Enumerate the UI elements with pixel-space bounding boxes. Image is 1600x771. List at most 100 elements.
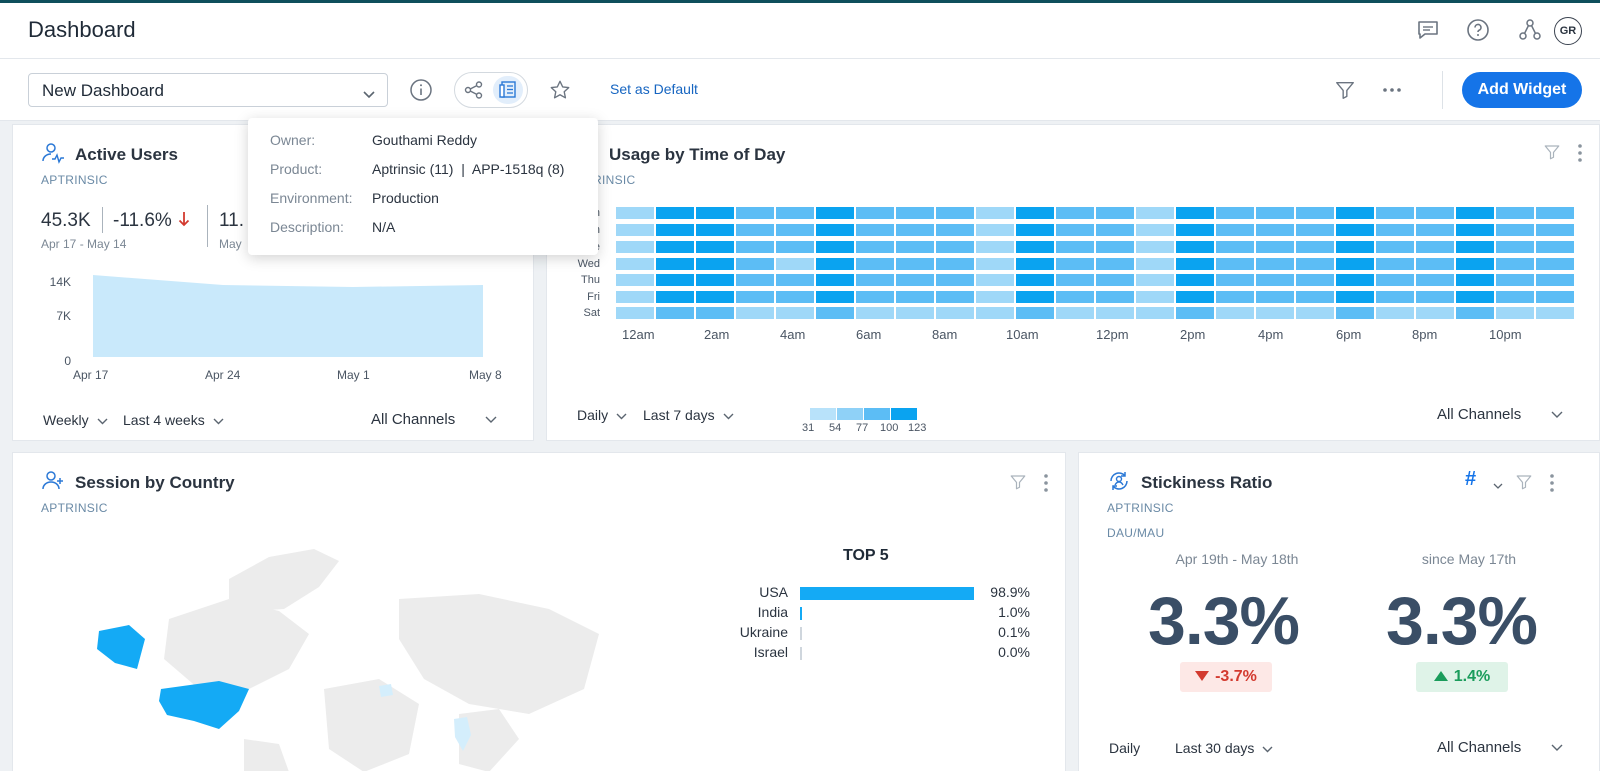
heatmap-cell[interactable]: [616, 291, 654, 303]
heatmap-cell[interactable]: [1456, 291, 1494, 303]
heatmap-cell[interactable]: [896, 207, 934, 219]
heatmap-cell[interactable]: [1536, 241, 1574, 253]
heatmap-cell[interactable]: [736, 291, 774, 303]
heatmap-cell[interactable]: [856, 291, 894, 303]
heatmap-cell[interactable]: [1496, 258, 1534, 270]
heatmap-cell[interactable]: [1456, 307, 1494, 319]
heatmap-cell[interactable]: [1456, 241, 1494, 253]
heatmap-cell[interactable]: [1176, 241, 1214, 253]
heatmap-cell[interactable]: [1136, 258, 1174, 270]
heatmap-cell[interactable]: [1096, 258, 1134, 270]
heatmap-cell[interactable]: [1056, 207, 1094, 219]
heatmap-cell[interactable]: [1536, 258, 1574, 270]
heatmap-cell[interactable]: [1296, 307, 1334, 319]
heatmap-cell[interactable]: [696, 274, 734, 286]
heatmap-cell[interactable]: [616, 224, 654, 236]
heatmap-cell[interactable]: [816, 258, 854, 270]
heatmap-cell[interactable]: [736, 307, 774, 319]
heatmap-cell[interactable]: [1096, 207, 1134, 219]
heatmap-cell[interactable]: [816, 307, 854, 319]
heatmap-cell[interactable]: [1216, 224, 1254, 236]
heatmap-cell[interactable]: [776, 258, 814, 270]
heatmap-cell[interactable]: [736, 258, 774, 270]
heatmap-cell[interactable]: [696, 258, 734, 270]
heatmap-cell[interactable]: [1456, 207, 1494, 219]
heatmap-cell[interactable]: [1216, 274, 1254, 286]
heatmap-cell[interactable]: [856, 207, 894, 219]
heatmap-cell[interactable]: [1456, 258, 1494, 270]
heatmap-cell[interactable]: [1376, 307, 1414, 319]
filter-icon[interactable]: [1515, 473, 1533, 496]
heatmap-cell[interactable]: [816, 291, 854, 303]
heatmap-cell[interactable]: [656, 291, 694, 303]
heatmap-cell[interactable]: [1496, 207, 1534, 219]
more-vertical-icon[interactable]: [1577, 143, 1583, 168]
heatmap-cell[interactable]: [736, 241, 774, 253]
heatmap-cell[interactable]: [1456, 224, 1494, 236]
heatmap-cell[interactable]: [896, 274, 934, 286]
heatmap-cell[interactable]: [696, 207, 734, 219]
heatmap-cell[interactable]: [1176, 274, 1214, 286]
heatmap-cell[interactable]: [1376, 274, 1414, 286]
heatmap-cell[interactable]: [1416, 291, 1454, 303]
more-icon[interactable]: [1377, 75, 1407, 105]
heatmap-cell[interactable]: [856, 274, 894, 286]
heatmap-cell[interactable]: [696, 307, 734, 319]
heatmap-cell[interactable]: [1056, 291, 1094, 303]
report-icon[interactable]: [493, 76, 523, 104]
heatmap-cell[interactable]: [976, 224, 1014, 236]
range-dropdown[interactable]: Last 7 days: [643, 407, 734, 423]
heatmap-cell[interactable]: [616, 258, 654, 270]
heatmap-cell[interactable]: [1256, 224, 1294, 236]
heatmap-cell[interactable]: [976, 241, 1014, 253]
heatmap-cell[interactable]: [976, 291, 1014, 303]
heatmap-cell[interactable]: [1536, 207, 1574, 219]
heatmap-cell[interactable]: [1016, 274, 1054, 286]
heatmap-cell[interactable]: [1016, 224, 1054, 236]
heatmap-cell[interactable]: [1176, 207, 1214, 219]
heatmap-cell[interactable]: [656, 224, 694, 236]
heatmap-cell[interactable]: [1536, 307, 1574, 319]
heatmap-cell[interactable]: [936, 224, 974, 236]
heatmap-cell[interactable]: [816, 241, 854, 253]
heatmap-cell[interactable]: [1456, 274, 1494, 286]
heatmap-cell[interactable]: [1336, 258, 1374, 270]
user-avatar[interactable]: GR: [1554, 17, 1582, 45]
heatmap-cell[interactable]: [1056, 224, 1094, 236]
heatmap-cell[interactable]: [1216, 241, 1254, 253]
chevron-down-icon[interactable]: [1493, 476, 1503, 494]
heatmap-cell[interactable]: [1376, 241, 1414, 253]
heatmap-cell[interactable]: [936, 207, 974, 219]
heatmap-cell[interactable]: [936, 258, 974, 270]
heatmap-cell[interactable]: [1256, 291, 1294, 303]
heatmap-cell[interactable]: [1256, 241, 1294, 253]
heatmap-cell[interactable]: [976, 274, 1014, 286]
heatmap-cell[interactable]: [616, 241, 654, 253]
heatmap-cell[interactable]: [1256, 207, 1294, 219]
heatmap-cell[interactable]: [1056, 274, 1094, 286]
heatmap-cell[interactable]: [1096, 307, 1134, 319]
add-widget-button[interactable]: Add Widget: [1462, 72, 1582, 108]
heatmap-cell[interactable]: [1296, 207, 1334, 219]
heatmap-cell[interactable]: [896, 224, 934, 236]
heatmap-cell[interactable]: [736, 207, 774, 219]
heatmap-cell[interactable]: [1296, 274, 1334, 286]
heatmap-cell[interactable]: [1336, 307, 1374, 319]
heatmap-cell[interactable]: [1056, 307, 1094, 319]
heatmap-cell[interactable]: [1416, 241, 1454, 253]
heatmap-cell[interactable]: [1016, 307, 1054, 319]
heatmap-cell[interactable]: [816, 207, 854, 219]
heatmap-cell[interactable]: [776, 274, 814, 286]
star-icon[interactable]: [545, 75, 575, 105]
heatmap-cell[interactable]: [1136, 224, 1174, 236]
heatmap-cell[interactable]: [976, 207, 1014, 219]
heatmap-cell[interactable]: [936, 241, 974, 253]
heatmap-cell[interactable]: [1016, 241, 1054, 253]
set-as-default-link[interactable]: Set as Default: [610, 81, 698, 97]
network-icon[interactable]: [1516, 16, 1544, 44]
number-format-toggle[interactable]: #: [1465, 468, 1477, 490]
heatmap-cell[interactable]: [1016, 207, 1054, 219]
heatmap-cell[interactable]: [1376, 207, 1414, 219]
heatmap-cell[interactable]: [776, 207, 814, 219]
heatmap-cell[interactable]: [1416, 307, 1454, 319]
